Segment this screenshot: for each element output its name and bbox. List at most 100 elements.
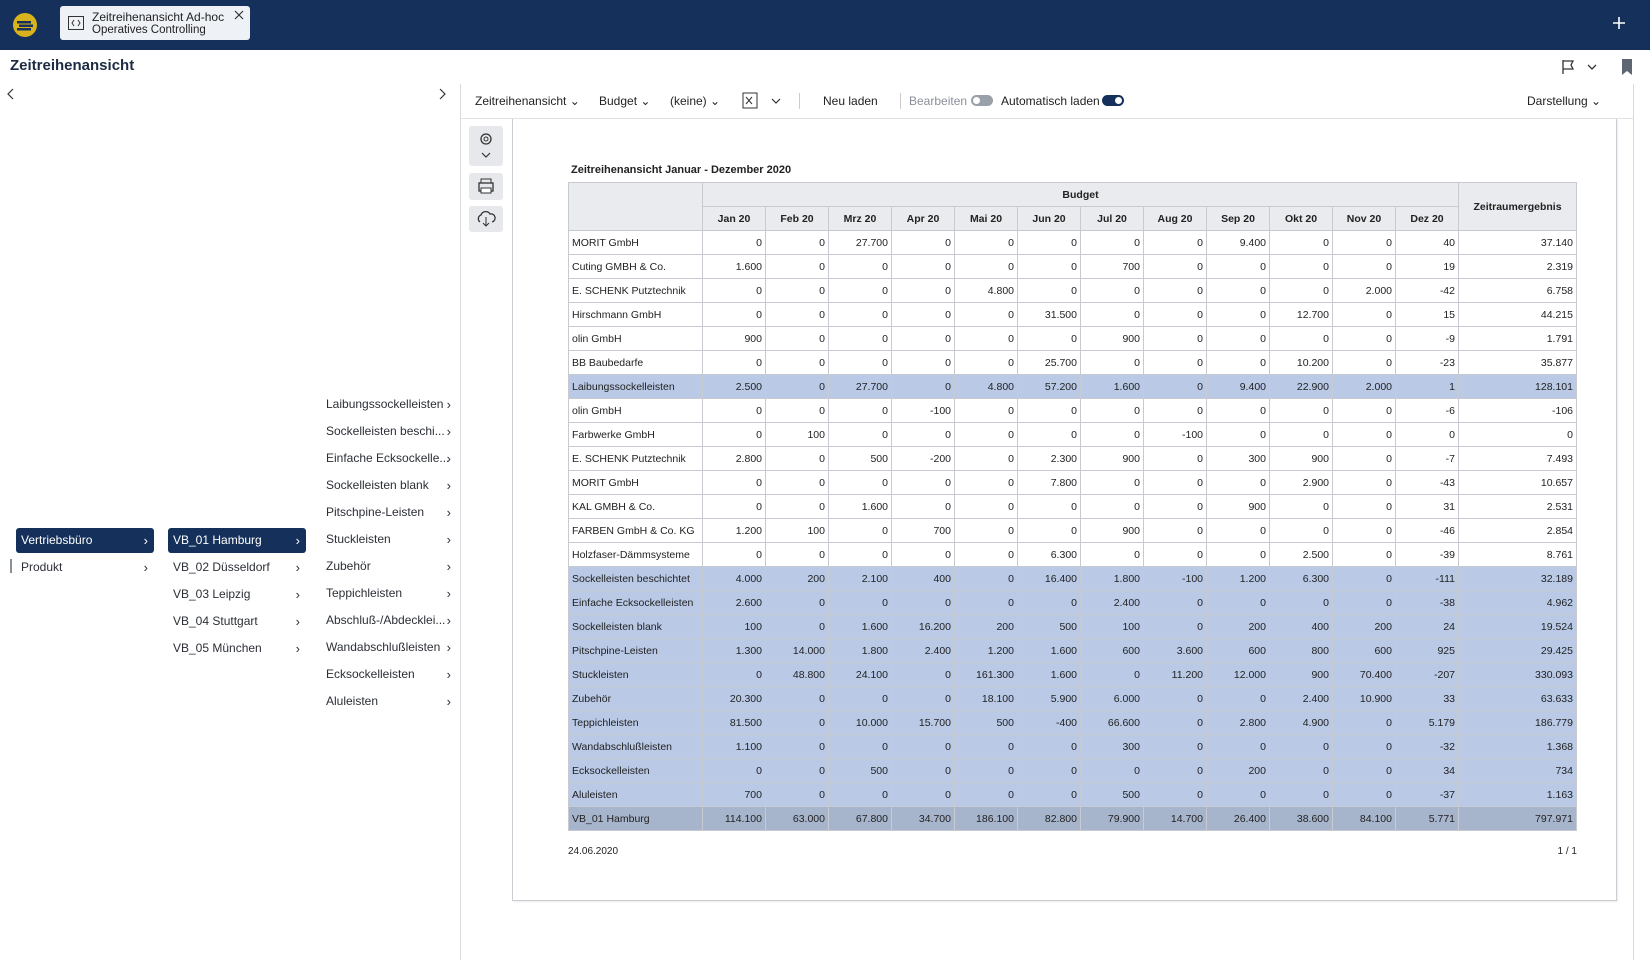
value-cell: 0 <box>891 230 955 255</box>
value-cell: 2.500 <box>702 374 766 399</box>
value-cell: 0 <box>765 230 829 255</box>
nav-item[interactable]: Sockelleisten beschi... › <box>321 419 457 444</box>
value-cell: 0 <box>1206 590 1270 615</box>
view-select[interactable]: Zeitreihenansicht ⌄ <box>475 94 580 108</box>
value-cell: 20.300 <box>702 686 766 711</box>
value-cell: 0 <box>702 302 766 327</box>
month-header: Jul 20 <box>1080 206 1144 231</box>
nav-item[interactable]: Sockelleisten blank › <box>321 473 457 498</box>
value-cell: 9.400 <box>1206 374 1270 399</box>
value-cell: 0 <box>1206 734 1270 759</box>
value-cell: 1.200 <box>702 518 766 543</box>
value-cell: 0 <box>1332 230 1396 255</box>
value-cell: 0 <box>1332 590 1396 615</box>
autoload-toggle[interactable] <box>1102 95 1124 106</box>
nav-item[interactable]: Produkt › <box>16 555 154 580</box>
value-cell: 0 <box>1143 350 1207 375</box>
settings-button[interactable] <box>469 126 503 166</box>
value-cell: 0 <box>765 758 829 783</box>
value-cell: 0 <box>891 278 955 303</box>
table-row: BB Baubedarfe 0 0 0 0 0 25.700 0 0 0 10.200 0 -23 35.… <box>568 350 1577 375</box>
row-label: VB_01 Hamburg <box>568 806 703 831</box>
value-cell: 79.900 <box>1080 806 1144 831</box>
nav-item[interactable]: Zubehör › <box>321 554 457 579</box>
value-cell: 4.800 <box>954 278 1018 303</box>
row-label: BB Baubedarfe <box>568 350 703 375</box>
value-cell: 0 <box>1269 326 1333 351</box>
print-button[interactable] <box>469 173 503 200</box>
value-cell: 0 <box>1080 470 1144 495</box>
value-cell: 0 <box>954 422 1018 447</box>
nav-item[interactable]: Aluleisten › <box>321 689 457 714</box>
value-cell: 100 <box>765 422 829 447</box>
tab[interactable]: Zeitreihenansicht Ad-hoc Operatives Cont… <box>60 6 250 40</box>
nav-item[interactable]: Wandabschlußleisten › <box>321 635 457 660</box>
logo[interactable] <box>12 12 38 38</box>
value-cell: 0 <box>1143 494 1207 519</box>
add-tab[interactable] <box>1612 16 1626 30</box>
value-cell: 0 <box>828 302 892 327</box>
nav-label: VB_03 Leipzig <box>173 587 251 601</box>
display-select[interactable]: Darstellung ⌄ <box>1527 94 1602 108</box>
nav-item[interactable]: VB_01 Hamburg › <box>168 528 306 553</box>
nav-item[interactable]: VB_05 München › <box>168 636 306 661</box>
total-cell: 0 <box>1458 422 1577 447</box>
report-table: Budget Zeitraumergebnis Jan 20 Feb 20 Mrz 20… <box>568 182 1577 831</box>
value-cell: 0 <box>891 470 955 495</box>
version-select[interactable]: Budget ⌄ <box>599 94 651 108</box>
download-button[interactable] <box>469 206 503 232</box>
value-cell: 38.600 <box>1269 806 1333 831</box>
expand-right[interactable] <box>437 87 447 101</box>
value-cell: -6 <box>1395 398 1459 423</box>
nav-item[interactable]: Pitschpine-Leisten › <box>321 500 457 525</box>
total-cell: 10.657 <box>1458 470 1577 495</box>
value-cell: 1.600 <box>1017 638 1081 663</box>
reload-button[interactable]: Neu laden <box>823 94 878 108</box>
value-cell: 5.771 <box>1395 806 1459 831</box>
nav-item[interactable]: Abschluß-/Abdecklei... › <box>321 608 457 633</box>
value-cell: 0 <box>891 422 955 447</box>
tab-close[interactable] <box>234 10 244 20</box>
value-cell: 0 <box>1143 398 1207 423</box>
nav-item[interactable]: Ecksockelleisten › <box>321 662 457 687</box>
table-row: Ecksockelleisten 0 0 500 0 0 0 0 0 200 0 0 34 734 <box>568 758 1577 783</box>
nav-item[interactable]: Einfache Ecksockelle... › <box>321 446 457 471</box>
nav-item[interactable]: Teppichleisten › <box>321 581 457 606</box>
view-label: Zeitreihenansicht <box>475 94 567 108</box>
value-cell: 0 <box>1017 782 1081 807</box>
filter-select[interactable]: (keine) ⌄ <box>670 94 721 108</box>
value-cell: 500 <box>1080 782 1144 807</box>
value-cell: 0 <box>1080 302 1144 327</box>
value-cell: 0 <box>891 350 955 375</box>
nav-item[interactable]: VB_02 Düsseldorf › <box>168 555 306 580</box>
settings-icon <box>480 133 492 158</box>
value-cell: 0 <box>954 350 1018 375</box>
nav-item[interactable]: VB_04 Stuttgart › <box>168 609 306 634</box>
excel-export[interactable] <box>742 92 786 110</box>
value-cell: 900 <box>1206 494 1270 519</box>
value-cell: 0 <box>828 398 892 423</box>
value-cell: 2.000 <box>1332 278 1396 303</box>
value-cell: 5.179 <box>1395 710 1459 735</box>
value-cell: 0 <box>954 326 1018 351</box>
nav-item[interactable]: Stuckleisten › <box>321 527 457 552</box>
header-icons[interactable] <box>1560 58 1640 76</box>
corner-cell <box>568 182 703 231</box>
nav-item[interactable]: Vertriebsbüro › <box>16 528 154 553</box>
value-cell: 12.000 <box>1206 662 1270 687</box>
edit-toggle[interactable] <box>971 95 993 106</box>
row-label: E. SCHENK Putztechnik <box>568 446 703 471</box>
value-cell: 0 <box>1269 278 1333 303</box>
value-cell: 0 <box>702 470 766 495</box>
nav-item[interactable]: VB_03 Leipzig › <box>168 582 306 607</box>
month-header: Okt 20 <box>1269 206 1333 231</box>
value-cell: 0 <box>1269 422 1333 447</box>
value-cell: 0 <box>702 494 766 519</box>
value-cell: 0 <box>765 350 829 375</box>
month-header: Nov 20 <box>1332 206 1396 231</box>
value-cell: 0 <box>765 710 829 735</box>
nav-item[interactable]: Laibungssockelleisten › <box>321 392 457 417</box>
value-cell: 0 <box>1206 254 1270 279</box>
collapse-left[interactable] <box>6 87 16 101</box>
